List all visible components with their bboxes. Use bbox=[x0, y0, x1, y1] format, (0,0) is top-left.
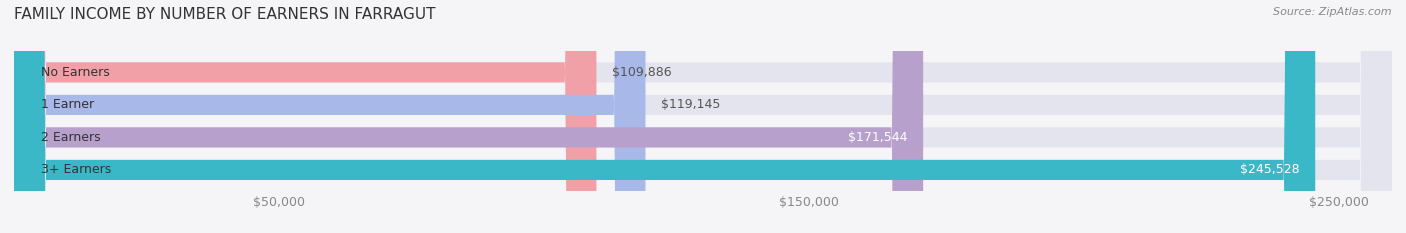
Text: 2 Earners: 2 Earners bbox=[41, 131, 100, 144]
Text: 1 Earner: 1 Earner bbox=[41, 98, 94, 111]
Text: 3+ Earners: 3+ Earners bbox=[41, 163, 111, 176]
FancyBboxPatch shape bbox=[14, 0, 596, 233]
FancyBboxPatch shape bbox=[14, 0, 1392, 233]
FancyBboxPatch shape bbox=[14, 0, 1392, 233]
Text: Source: ZipAtlas.com: Source: ZipAtlas.com bbox=[1274, 7, 1392, 17]
FancyBboxPatch shape bbox=[14, 0, 1392, 233]
Text: No Earners: No Earners bbox=[41, 66, 110, 79]
Text: $109,886: $109,886 bbox=[612, 66, 672, 79]
FancyBboxPatch shape bbox=[14, 0, 645, 233]
Text: $171,544: $171,544 bbox=[848, 131, 907, 144]
FancyBboxPatch shape bbox=[14, 0, 924, 233]
Text: $119,145: $119,145 bbox=[661, 98, 721, 111]
FancyBboxPatch shape bbox=[14, 0, 1315, 233]
Text: $245,528: $245,528 bbox=[1240, 163, 1299, 176]
FancyBboxPatch shape bbox=[14, 0, 1392, 233]
Text: FAMILY INCOME BY NUMBER OF EARNERS IN FARRAGUT: FAMILY INCOME BY NUMBER OF EARNERS IN FA… bbox=[14, 7, 436, 22]
